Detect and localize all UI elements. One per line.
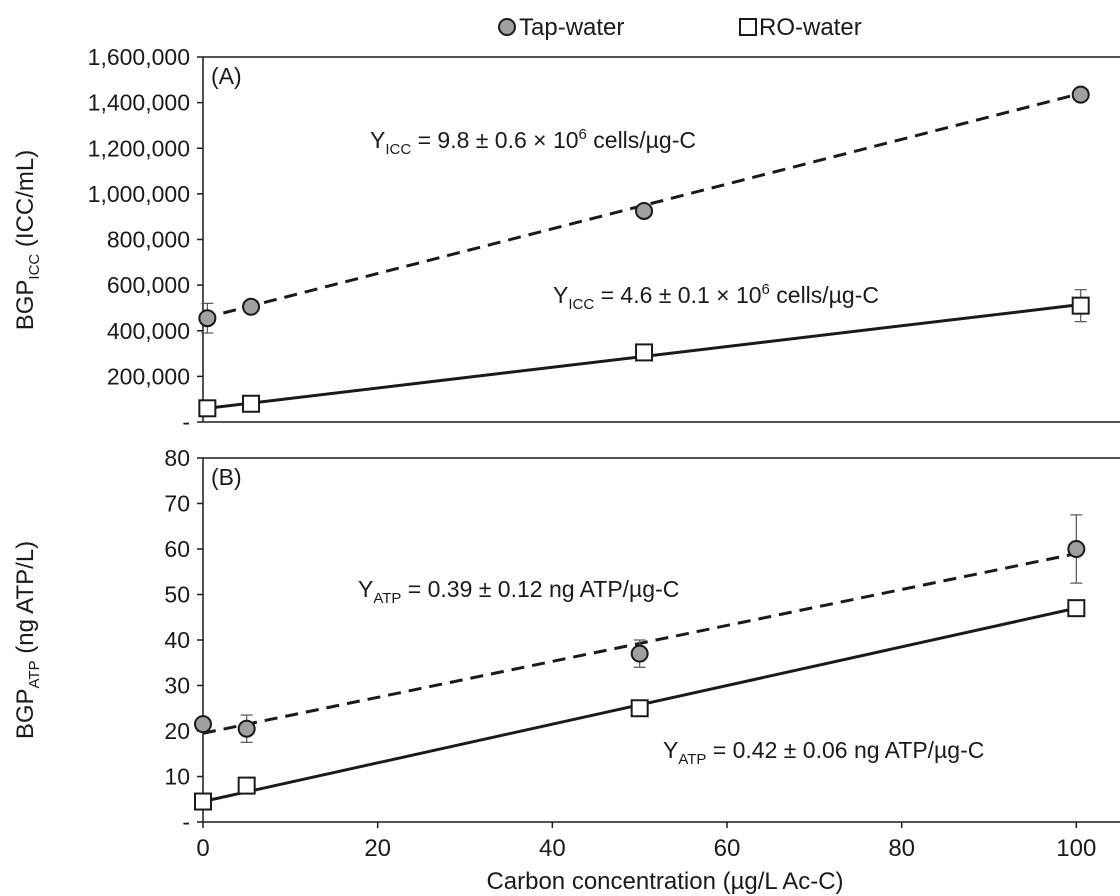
- x-tick-label: 20: [364, 835, 391, 862]
- regression-annotation: YICC = 9.8 ± 0.6 × 106 cells/µg-C: [370, 126, 696, 158]
- data-point-ro: [198, 399, 217, 418]
- y-tick-label: 600,000: [107, 272, 190, 298]
- x-tick-label: 40: [539, 835, 566, 862]
- y-tick-label: -: [182, 409, 190, 435]
- data-point-ro: [194, 792, 212, 811]
- y-tick-label: 10: [164, 764, 190, 790]
- y-tick-label: 40: [164, 627, 190, 653]
- panel-b: - 10 20 30 40 50 60 70 80 (B) BGPATP (ng ATP/L) YAT…: [12, 445, 1120, 835]
- regression-annotation: YICC = 4.6 ± 0.1 × 106 cells/µg-C: [553, 281, 879, 313]
- panel-label: (A): [211, 63, 242, 89]
- y-tick-label: 200,000: [107, 363, 190, 389]
- y-tick-label: 70: [164, 491, 190, 517]
- data-point-tap: [198, 309, 217, 328]
- x-tick-label: 60: [714, 835, 741, 862]
- y-tick-label: 30: [164, 673, 190, 699]
- data-point-tap: [242, 297, 261, 316]
- data-point-tap: [194, 715, 212, 734]
- y-tick-label: 1,200,000: [88, 135, 190, 161]
- data-point-tap: [237, 719, 256, 738]
- y-tick-label: 50: [164, 582, 190, 608]
- x-tick-label: 100: [1056, 835, 1096, 862]
- y-tick-label: 400,000: [107, 318, 190, 344]
- y-tick-label: 60: [164, 536, 190, 562]
- x-axis: 0 20 40 60 80 100: [196, 822, 1096, 862]
- y-axis-title: BGPICC (ICC/mL): [12, 150, 43, 331]
- regression-annotation: YATP = 0.39 ± 0.12 ng ATP/µg-C: [358, 576, 679, 607]
- data-point-ro: [237, 776, 256, 795]
- data-point-ro: [1071, 296, 1090, 315]
- y-tick-label: 1,000,000: [88, 181, 190, 207]
- data-point-tap: [635, 201, 654, 220]
- data-point-ro: [1067, 599, 1086, 618]
- data-point-tap: [1071, 85, 1090, 104]
- y-axis-title: BGPATP (ng ATP/L): [12, 541, 43, 739]
- y-tick-label: 20: [164, 718, 190, 744]
- y-tick-label: 1,600,000: [88, 44, 190, 70]
- x-axis-title: Carbon concentration (µg/L Ac-C): [486, 868, 843, 895]
- y-tick-label: 80: [164, 445, 190, 471]
- legend-ro-label: RO-water: [759, 14, 862, 41]
- regression-annotation: YATP = 0.42 ± 0.06 ng ATP/µg-C: [663, 737, 984, 768]
- legend: Tap-water RO-water: [498, 14, 862, 41]
- legend-ro-marker: [739, 18, 757, 36]
- y-tick-label: 1,400,000: [88, 90, 190, 116]
- y-tick-label: -: [182, 809, 190, 835]
- data-point-ro: [635, 343, 654, 362]
- panel-label: (B): [211, 464, 242, 490]
- x-tick-label: 80: [888, 835, 915, 862]
- x-tick-label: 0: [196, 835, 209, 862]
- data-point-ro: [630, 699, 649, 718]
- data-point-ro: [242, 394, 261, 413]
- legend-tap-marker: [498, 18, 516, 36]
- data-point-tap: [630, 644, 649, 663]
- legend-tap-label: Tap-water: [519, 14, 624, 41]
- data-point-tap: [1067, 540, 1086, 558]
- panel-a: - 200,000 400,000 600,000 800,000 1,000,000 1,…: [12, 44, 1120, 435]
- y-tick-label: 800,000: [107, 227, 190, 253]
